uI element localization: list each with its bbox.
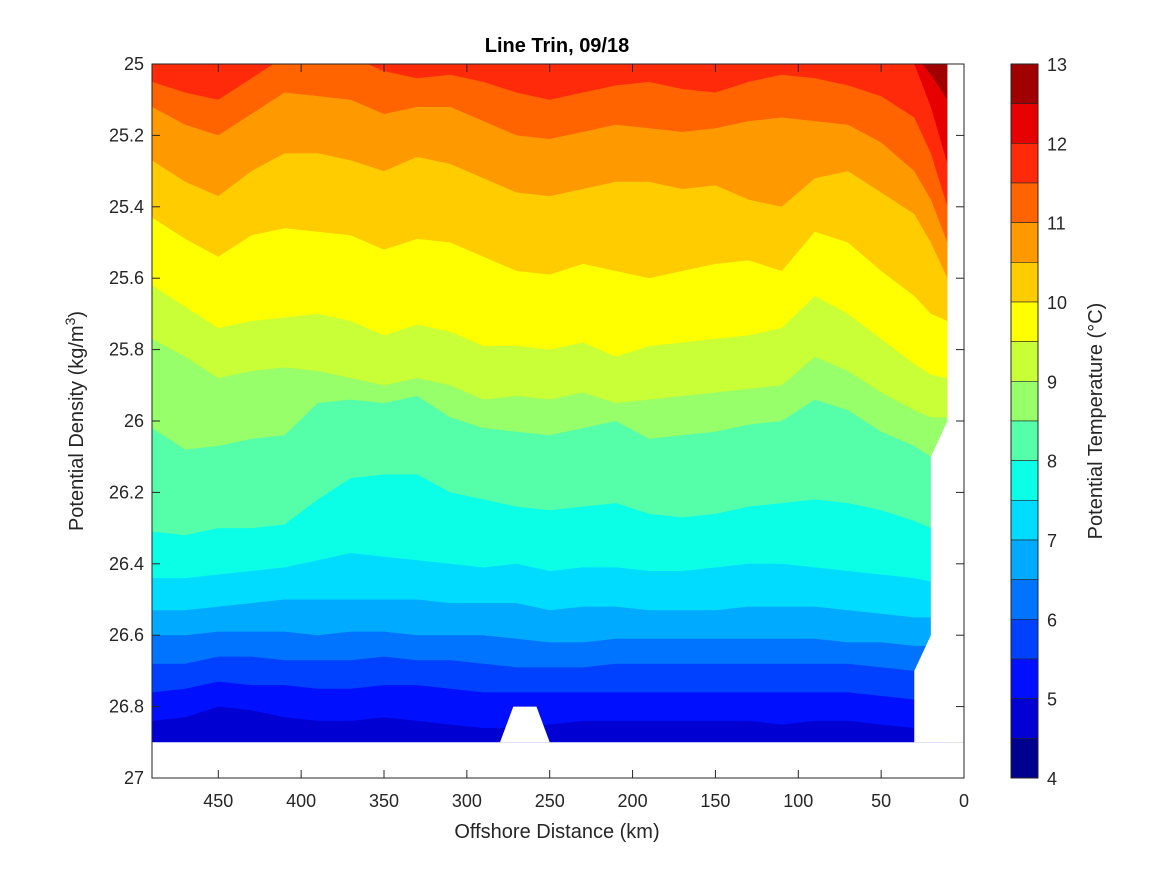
- y-axis-label-main: Potential Density (kg/m: [66, 325, 88, 531]
- x-tick-label: 400: [286, 791, 316, 811]
- colorbar-swatch: [1010, 539, 1039, 580]
- colorbar-label: Potential Temperature (°C): [1085, 303, 1107, 540]
- x-tick-label: 150: [700, 791, 730, 811]
- y-axis-label: Potential Density (kg/m3): [62, 311, 88, 531]
- colorbar: 4 5 6 7 8 9 10 11 12 13: [1010, 55, 1067, 789]
- y-axis-label-superscript: 3: [62, 317, 78, 325]
- contour-fills: [152, 64, 964, 778]
- x-tick-label: 450: [203, 791, 233, 811]
- colorbar-swatch: [1010, 381, 1039, 422]
- y-axis-label-close: ): [66, 311, 88, 318]
- no-data-bottom-gap: [152, 742, 964, 778]
- colorbar-tick-label: 5: [1047, 690, 1057, 710]
- colorbar-swatch: [1010, 341, 1039, 382]
- colorbar-tick-label: 10: [1047, 293, 1067, 313]
- y-tick-label: 26.8: [109, 697, 144, 717]
- y-tick-label: 26.6: [109, 625, 144, 645]
- colorbar-swatch: [1010, 262, 1039, 303]
- x-tick-label: 100: [783, 791, 813, 811]
- chart-title: Line Trin, 09/18: [485, 35, 630, 57]
- colorbar-swatch: [1010, 182, 1039, 223]
- x-tick-label: 300: [452, 791, 482, 811]
- x-tick-label: 0: [959, 791, 969, 811]
- x-tick-label: 350: [369, 791, 399, 811]
- colorbar-swatch: [1010, 738, 1039, 779]
- y-tick-label: 25.8: [109, 340, 144, 360]
- colorbar-tick-label: 9: [1047, 372, 1057, 392]
- y-axis: 25 25.2 25.4 25.6 25.8 26 26.2 26.4 26.6 26.8 27: [109, 54, 964, 788]
- colorbar-swatch: [1010, 579, 1039, 620]
- colorbar-swatch: [1010, 63, 1039, 104]
- colorbar-tick-label: 12: [1047, 134, 1067, 154]
- colorbar-tick-label: 13: [1047, 55, 1067, 75]
- colorbar-swatch: [1010, 143, 1039, 184]
- y-tick-label: 25.2: [109, 125, 144, 145]
- y-tick-label: 25.4: [109, 197, 144, 217]
- colorbar-swatch: [1010, 500, 1039, 541]
- x-tick-label: 200: [618, 791, 648, 811]
- colorbar-tick-label: 4: [1047, 769, 1057, 789]
- y-tick-label: 26.2: [109, 482, 144, 502]
- y-tick-label: 27: [124, 768, 144, 788]
- x-axis-label: Offshore Distance (km): [454, 821, 659, 843]
- y-tick-label: 25: [124, 54, 144, 74]
- x-axis: 450 400 350 300 250 200 150 100 50 0: [203, 64, 969, 811]
- colorbar-frame: [1010, 63, 1039, 779]
- no-data-right-edge-gap: [914, 64, 964, 743]
- colorbar-swatch: [1010, 103, 1039, 144]
- colorbar-swatch: [1010, 301, 1039, 342]
- x-tick-label: 250: [535, 791, 565, 811]
- no-data-notch-gap: [500, 706, 550, 743]
- colorbar-swatch: [1010, 222, 1039, 263]
- colorbar-swatch: [1010, 619, 1039, 660]
- colorbar-tick-label: 6: [1047, 610, 1057, 630]
- y-tick-label: 26: [124, 411, 144, 431]
- colorbar-swatch: [1010, 658, 1039, 699]
- colorbar-tick-label: 7: [1047, 531, 1057, 551]
- x-tick-label: 50: [871, 791, 891, 811]
- no-data-regions: [152, 64, 964, 778]
- colorbar-swatch: [1010, 698, 1039, 739]
- colorbar-tick-label: 8: [1047, 452, 1057, 472]
- colorbar-swatch: [1010, 460, 1039, 501]
- plot-area: [151, 63, 965, 779]
- colorbar-swatch: [1010, 420, 1039, 461]
- colorbar-tick-label: 11: [1047, 214, 1066, 234]
- y-tick-label: 26.4: [109, 554, 144, 574]
- y-tick-label: 25.6: [109, 268, 144, 288]
